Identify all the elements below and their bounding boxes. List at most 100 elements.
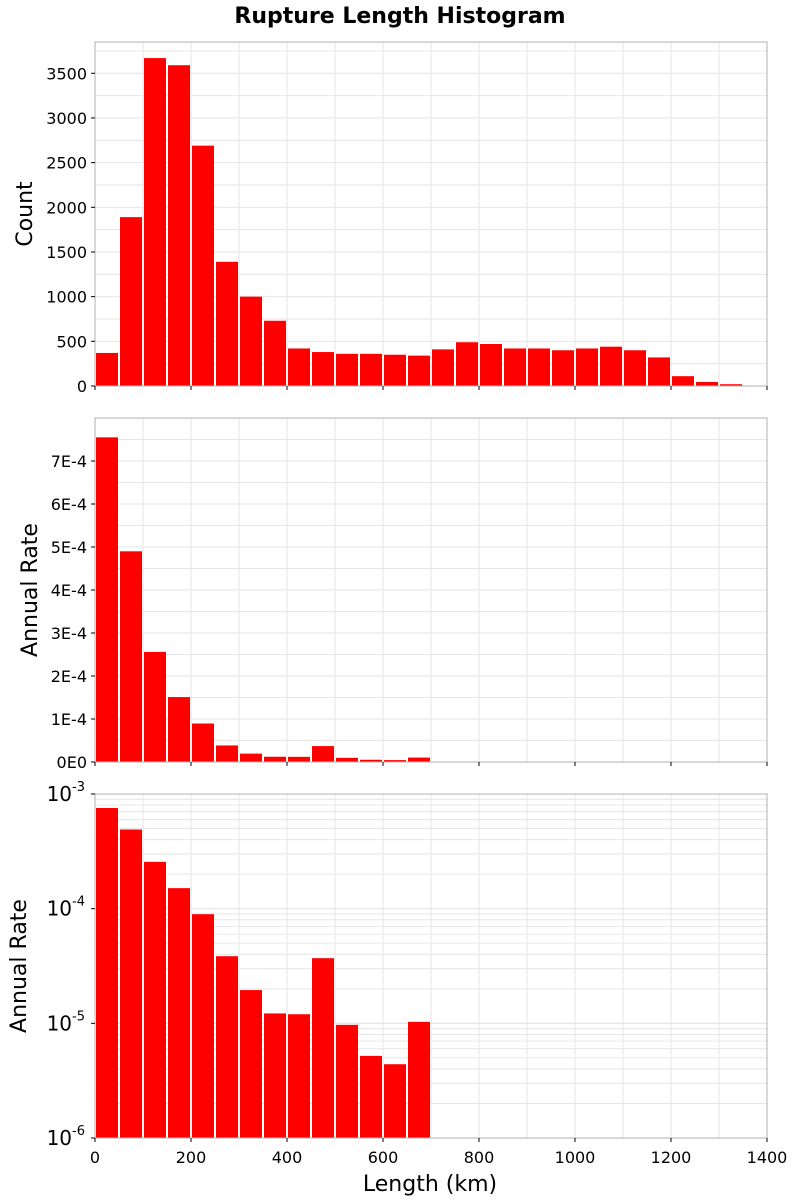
x-tick-label: 1000	[555, 1148, 596, 1167]
y-tick-label: 10-3	[47, 780, 85, 806]
histogram-bar	[480, 344, 502, 386]
histogram-bar	[240, 296, 262, 386]
y-tick-label-base: 10	[47, 782, 72, 806]
y-tick-label: 7E-4	[51, 452, 87, 471]
histogram-bar	[288, 756, 310, 762]
x-axis-label: Length (km)	[363, 1172, 497, 1197]
histogram-bar	[120, 217, 142, 386]
panel-1: 0 500 1000 1500 2000 2500 3000 3500 Count	[13, 41, 768, 396]
histogram-bar	[360, 1055, 382, 1138]
histogram-bar	[456, 342, 478, 386]
histogram-bar	[264, 320, 286, 386]
plot-frame	[94, 793, 768, 1139]
chart-panels: 0 500 1000 1500 2000 2500 3000 3500 Count 0E0 1E-4…	[7, 41, 788, 1167]
y-tick-label: 2500	[46, 154, 87, 173]
histogram-bar	[144, 58, 166, 386]
y-tick-label: 500	[56, 332, 87, 351]
histogram-bar	[360, 759, 382, 762]
y-tick-label: 0E0	[57, 753, 87, 772]
histogram-bar	[192, 723, 214, 762]
y-tick-label-base: 10	[47, 1011, 72, 1035]
y-tick-label: 2000	[46, 198, 87, 217]
y-tick-label: 3500	[46, 64, 87, 83]
histogram-bar	[384, 1064, 406, 1138]
histogram-bar	[336, 353, 358, 386]
y-tick-label-exponent: -4	[72, 895, 85, 910]
y-tick-label: 6E-4	[51, 495, 87, 514]
y-tick-label: 3000	[46, 109, 87, 128]
histogram-bar	[216, 261, 238, 386]
histogram-bar	[408, 757, 430, 762]
histogram-bar	[168, 888, 190, 1138]
y-tick-label: 1E-4	[51, 710, 87, 729]
histogram-bar	[624, 350, 646, 386]
y-axis-label: Annual Rate	[7, 899, 32, 1033]
histogram-bar	[192, 914, 214, 1138]
y-tick-label: 10-4	[47, 895, 85, 921]
histogram-bar	[336, 1024, 358, 1138]
histogram-bar	[312, 958, 334, 1138]
x-tick-label: 400	[272, 1148, 303, 1167]
y-axis-label: Annual Rate	[18, 523, 43, 657]
histogram-bar	[192, 145, 214, 386]
histogram-bar	[144, 861, 166, 1138]
y-tick-label: 3E-4	[51, 624, 87, 643]
panel-2: 0E0 1E-4 2E-4 3E-4 4E-4 5E-4 6E-4 7E-4 Annual Ra…	[18, 417, 768, 772]
histogram-bar	[96, 437, 118, 762]
histogram-bar	[648, 357, 670, 386]
histogram-bar	[96, 352, 118, 386]
histogram-bar	[288, 1014, 310, 1138]
y-tick-label: 5E-4	[51, 538, 87, 557]
x-tick-label: 600	[368, 1148, 399, 1167]
y-tick-label: 10-5	[47, 1009, 85, 1035]
histogram-bar	[216, 745, 238, 762]
histogram-bar	[696, 381, 718, 386]
x-tick-label: 800	[464, 1148, 495, 1167]
y-tick-label-exponent: -5	[72, 1009, 85, 1024]
histogram-bar	[240, 990, 262, 1138]
y-tick-label: 1500	[46, 243, 87, 262]
histogram-bar	[288, 348, 310, 386]
histogram-bar	[168, 697, 190, 762]
histogram-bar	[120, 829, 142, 1138]
histogram-bar	[672, 376, 694, 386]
x-tick-label: 200	[176, 1148, 207, 1167]
plot-frame	[94, 41, 768, 387]
histogram-bar	[264, 756, 286, 762]
histogram-bar	[576, 348, 598, 386]
x-tick-label: 1200	[651, 1148, 692, 1167]
histogram-bar	[552, 350, 574, 386]
y-tick-label: 1000	[46, 288, 87, 307]
chart-title: Rupture Length Histogram	[234, 4, 565, 29]
histogram-bar	[384, 760, 406, 762]
y-tick-label-base: 10	[47, 897, 72, 921]
y-tick-label: 2E-4	[51, 667, 87, 686]
histogram-bar	[408, 1021, 430, 1138]
histogram-bar	[528, 348, 550, 386]
histogram-bar	[720, 384, 742, 386]
histogram-bar	[264, 1013, 286, 1138]
histogram-bar	[144, 651, 166, 762]
histogram-bar	[168, 65, 190, 386]
histogram-bar	[216, 956, 238, 1138]
x-tick-label: 0	[90, 1148, 100, 1167]
histogram-bar	[96, 807, 118, 1138]
histogram-bar	[408, 355, 430, 386]
x-tick-label: 1400	[747, 1148, 788, 1167]
y-tick-label-base: 10	[47, 1126, 72, 1150]
histogram-bar	[600, 346, 622, 386]
histogram-bar	[240, 753, 262, 762]
y-tick-label: 4E-4	[51, 581, 87, 600]
histogram-bar	[384, 354, 406, 386]
y-tick-label-exponent: -3	[72, 780, 85, 795]
y-tick-label: 10-6	[47, 1124, 85, 1150]
y-axis-label: Count	[13, 181, 38, 247]
histogram-bar	[432, 349, 454, 386]
histogram-bar	[312, 352, 334, 386]
histogram-bar	[312, 746, 334, 762]
histogram-bar	[120, 551, 142, 762]
y-tick-label-exponent: -6	[72, 1124, 85, 1139]
histogram-bar	[360, 353, 382, 386]
